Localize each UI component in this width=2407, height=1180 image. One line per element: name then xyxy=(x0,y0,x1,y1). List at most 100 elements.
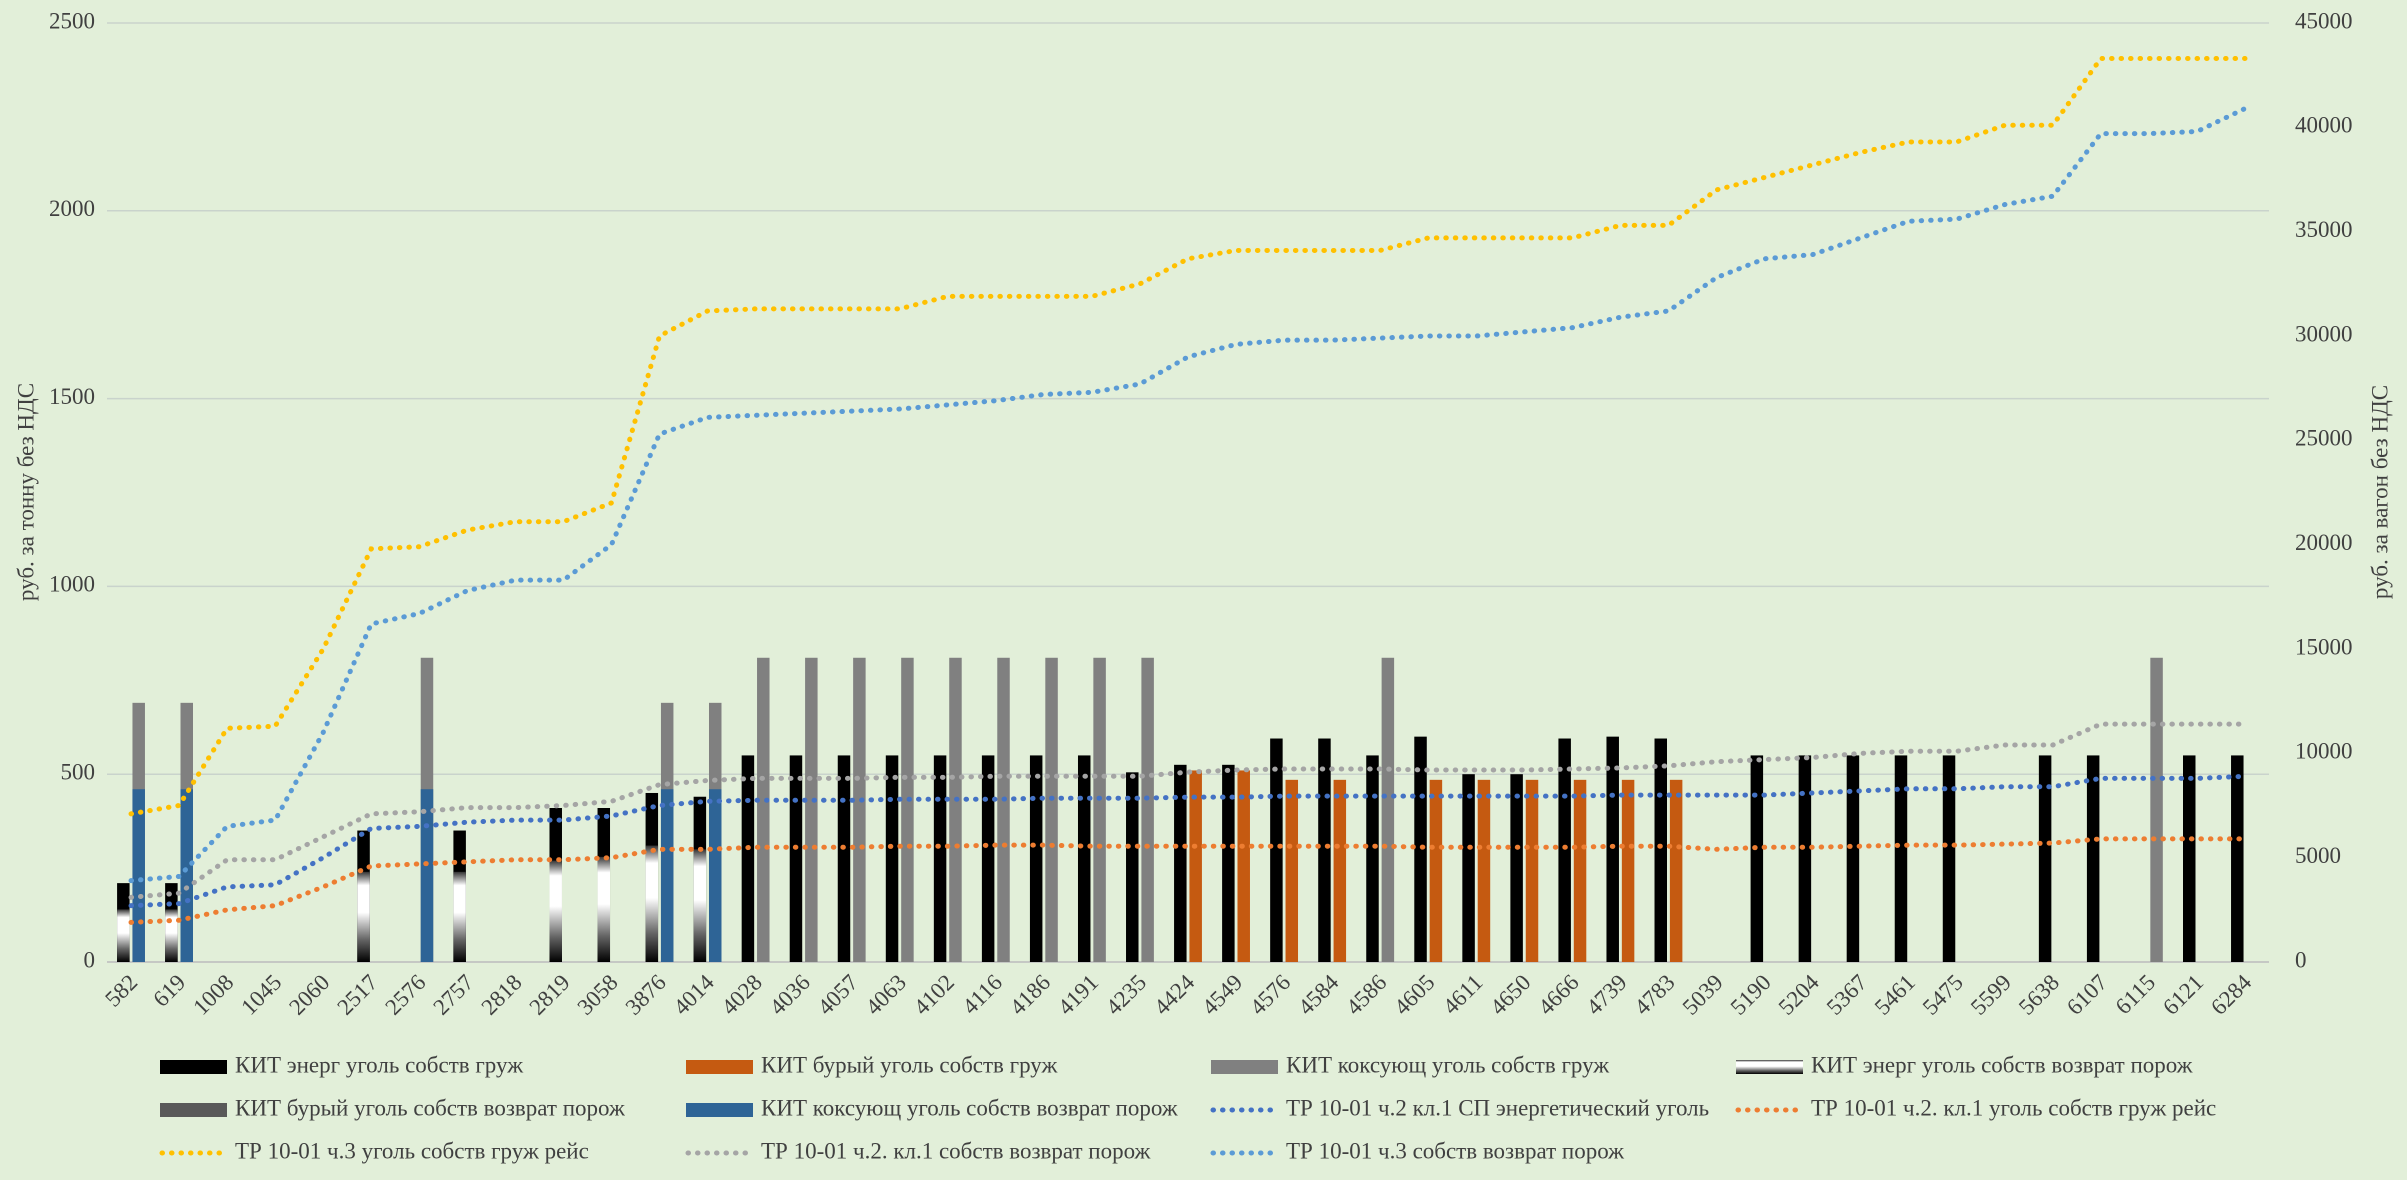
legend-swatch xyxy=(160,1060,227,1074)
x-tick-label: 2819 xyxy=(524,970,574,1020)
x-tick-label: 4549 xyxy=(1197,970,1247,1020)
x-tick-label: 4235 xyxy=(1101,970,1151,1020)
legend-label: КИТ энерг уголь собств груж xyxy=(235,1052,523,1077)
bar xyxy=(1189,770,1202,962)
bar xyxy=(1237,770,1250,962)
legend-label: КИТ коксующ уголь собств груж xyxy=(1286,1052,1609,1077)
bar xyxy=(1333,779,1347,962)
bar xyxy=(1798,755,1812,962)
x-tick-label: 3876 xyxy=(621,970,671,1020)
x-tick-label: 4611 xyxy=(1438,970,1488,1020)
x-tick-label: 4028 xyxy=(717,970,767,1020)
y2-tick-label: 20000 xyxy=(2295,530,2353,555)
line xyxy=(128,773,2248,909)
bar xyxy=(1894,755,1908,962)
legend-label: КИТ коксующ уголь собств возврат порож xyxy=(761,1095,1178,1120)
bar xyxy=(165,909,178,962)
bar xyxy=(453,871,466,962)
bar xyxy=(1285,779,1299,962)
bar xyxy=(1846,755,1860,962)
x-tick-label: 3058 xyxy=(573,970,623,1020)
bar xyxy=(1270,738,1283,962)
y-tick-label: 500 xyxy=(61,759,96,784)
legend-swatch xyxy=(1211,1060,1278,1074)
bar xyxy=(2038,755,2052,962)
bar xyxy=(1414,736,1427,962)
bar xyxy=(837,755,851,962)
bar xyxy=(2183,755,2196,962)
legend-swatch xyxy=(1736,1060,1803,1074)
x-tick-label: 6284 xyxy=(2206,969,2257,1020)
bar xyxy=(549,860,562,962)
bar xyxy=(1366,755,1379,962)
y2-tick-label: 5000 xyxy=(2295,843,2341,868)
bar xyxy=(853,657,866,962)
bar xyxy=(1141,657,1154,962)
legend-swatch xyxy=(160,1103,227,1117)
y-tick-label: 2500 xyxy=(49,8,95,33)
y2-tick-label: 25000 xyxy=(2295,426,2353,451)
y2-tick-label: 0 xyxy=(2295,947,2307,972)
x-tick-label: 4116 xyxy=(957,970,1007,1020)
bar xyxy=(805,657,818,962)
y-tick-label: 1500 xyxy=(49,384,95,409)
line xyxy=(128,836,2248,925)
bar xyxy=(1381,657,1395,962)
bar xyxy=(357,871,370,962)
bar xyxy=(981,755,995,962)
bar xyxy=(693,849,707,962)
legend-label: ТР 10-01 ч.3 собств возврат порож xyxy=(1286,1138,1624,1163)
bar xyxy=(1045,657,1058,962)
bar xyxy=(1942,755,1956,962)
x-tick-label: 5475 xyxy=(1918,970,1968,1020)
x-tick-label: 5039 xyxy=(1678,970,1728,1020)
bar xyxy=(1558,738,1571,962)
bar xyxy=(132,789,145,962)
bar xyxy=(2231,755,2244,962)
x-tick-label: 2060 xyxy=(284,970,334,1020)
legend-label: ТР 10-01 ч.2. кл.1 собств возврат порож xyxy=(761,1138,1151,1163)
bar xyxy=(1318,738,1331,962)
x-tick-label: 4666 xyxy=(1533,970,1583,1020)
x-tick-label: 4650 xyxy=(1485,970,1535,1020)
bar xyxy=(1525,779,1539,962)
x-tick-label: 5367 xyxy=(1822,970,1872,1020)
bar xyxy=(757,657,770,962)
bar xyxy=(708,789,722,962)
bar xyxy=(885,755,899,962)
x-tick-label: 4102 xyxy=(909,970,959,1020)
y-tick-label: 0 xyxy=(84,947,96,972)
x-tick-label: 582 xyxy=(100,970,142,1012)
x-tick-label: 4063 xyxy=(861,970,911,1020)
x-tick-label: 2818 xyxy=(476,970,526,1020)
legend-label: ТР 10-01 ч.3 уголь собств груж рейс xyxy=(235,1138,589,1163)
bar xyxy=(1510,774,1523,962)
bar xyxy=(1654,738,1668,962)
legend-label: КИТ энерг уголь собств возврат порож xyxy=(1811,1052,2193,1077)
legend-swatch xyxy=(686,1060,753,1074)
x-tick-label: 5461 xyxy=(1870,970,1920,1020)
y2-tick-label: 10000 xyxy=(2295,739,2353,764)
bar xyxy=(1077,755,1091,962)
bar xyxy=(597,856,611,962)
legend-label: ТР 10-01 ч.2 кл.1 СП энергетический угол… xyxy=(1286,1095,1709,1120)
x-tick-label: 1008 xyxy=(188,970,238,1020)
x-tick-label: 4605 xyxy=(1389,970,1439,1020)
bar xyxy=(901,657,914,962)
x-tick-label: 4036 xyxy=(765,970,815,1020)
bar xyxy=(1462,774,1475,962)
x-tick-label: 4576 xyxy=(1245,970,1295,1020)
x-tick-label: 1045 xyxy=(236,970,286,1020)
bar xyxy=(949,657,962,962)
bar xyxy=(420,789,434,962)
bar xyxy=(1606,736,1619,962)
x-tick-label: 4586 xyxy=(1341,970,1391,1020)
bar xyxy=(1477,779,1491,962)
bar xyxy=(1222,764,1235,962)
bar xyxy=(1093,657,1106,962)
bar xyxy=(645,845,659,962)
bar xyxy=(741,755,755,962)
bar xyxy=(180,789,193,962)
bar xyxy=(1029,755,1043,962)
y-axis-title: руб. за тонну без НДС xyxy=(13,383,38,601)
